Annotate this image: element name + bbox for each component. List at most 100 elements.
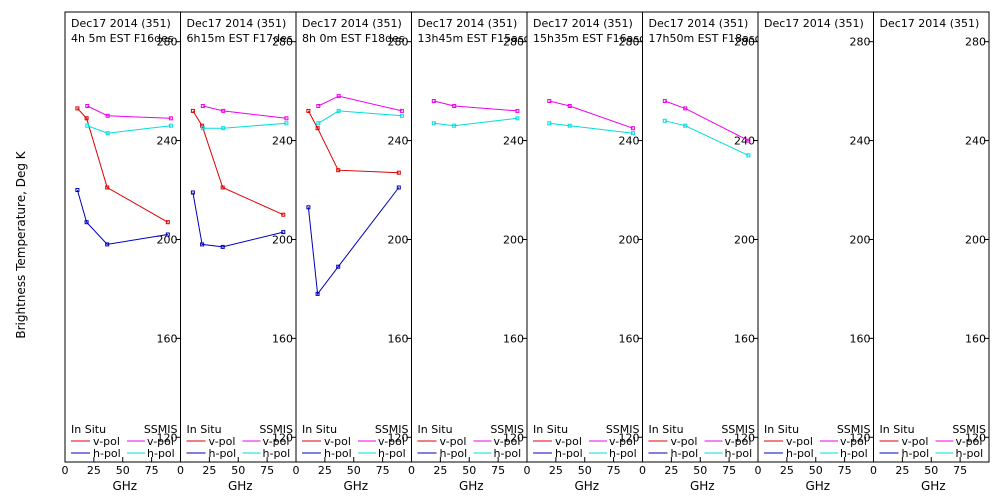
data-point-insitu_h [165,232,170,237]
data-point-ssmis_v [336,94,341,99]
data-point-ssmis_v [85,104,90,108]
x-axis-label: GHz [112,479,137,493]
x-tick-label: 75 [953,464,967,477]
x-tick-label: 50 [347,464,361,477]
x-tick-label: 75 [376,464,390,477]
x-tick-label: 50 [578,464,592,477]
legend-ssmis-v-label: v-pol [609,435,636,448]
series-line-ssmis_v [318,95,403,112]
y-tick-label: 240 [850,135,871,148]
y-tick-label: 200 [503,233,524,246]
data-point-insitu_v [220,185,225,190]
legend-ssmis-v-label: v-pol [494,435,521,448]
legend-insitu-v-label: v-pol [786,435,813,448]
y-tick-label: 160 [388,332,409,345]
chart-panel-5: Dec17 2014 (351) 15h35m EST F16asc 120 160 2… [524,11,645,493]
legend-ssmis-h-label: h-pol [263,447,291,460]
x-axis-label: GHz [228,479,253,493]
y-tick-label: 280 [503,36,524,49]
data-point-ssmis_v [431,99,436,103]
legend-insitu-v-label: v-pol [209,435,236,448]
legend-insitu-title: In Situ [302,423,337,436]
y-tick-label: 240 [965,135,986,148]
x-tick-label: 0 [293,464,300,477]
y-tick-label: 160 [272,332,293,345]
x-tick-label: 25 [664,464,678,477]
y-tick-label: 200 [965,233,986,246]
y-tick-label: 200 [388,233,409,246]
data-point-insitu_h [396,185,401,190]
data-point-insitu_h [105,242,110,247]
panel-titles: Dec17 2014 (351) 6h15m EST F17des [187,17,293,45]
panel-titles: Dec17 2014 (351) 8h 0m EST F18des [302,17,405,45]
legend-insitu-h-label: h-pol [93,447,121,460]
data-point-insitu_v [75,106,80,111]
legend-ssmis-h-label: h-pol [147,447,175,460]
legend-ssmis-title: SSMIS [837,423,871,436]
series-line-insitu_h [192,192,284,248]
legend-insitu-title: In Situ [649,423,684,436]
y-tick-label: 240 [157,135,178,148]
panel-title: Dec17 2014 (351) [533,17,633,30]
x-tick-label: 0 [177,464,184,477]
chart-panel-8: Dec17 2014 (351) 120 160 200 240 280 0 25 50 75 GH… [870,11,990,493]
data-point-ssmis_v [515,108,520,113]
data-point-ssmis_h [630,131,635,136]
panel-title: Dec17 2014 (351) [880,17,980,30]
data-point-insitu_v [306,108,311,113]
data-point-insitu_v [105,185,110,190]
y-tick-label: 120 [734,431,755,444]
panel-subtitle: 15h35m EST F16asc [533,32,645,45]
data-point-ssmis_h [284,121,289,126]
legend-insitu-title: In Situ [880,423,915,436]
series-line-ssmis_v [87,105,171,119]
x-tick-label: 25 [202,464,216,477]
data-point-ssmis_v [662,99,667,103]
y-tick-label: 240 [388,135,409,148]
legend-ssmis-title: SSMIS [721,423,755,436]
data-point-ssmis_v [746,138,751,143]
panel-titles: Dec17 2014 (351) 13h45m EST F15asc [418,17,528,45]
legend-ssmis-h-label: h-pol [494,447,522,460]
data-point-ssmis_v [221,108,226,113]
data-point-ssmis_h [221,126,226,131]
legend-ssmis-h-label: h-pol [956,447,984,460]
data-point-insitu_v [336,168,341,173]
legend-insitu-v-label: v-pol [324,435,351,448]
panel-titles: Dec17 2014 (351) [880,17,980,30]
panel-titles: Dec17 2014 (351) [764,17,864,30]
legend-insitu-h-label: h-pol [324,447,352,460]
x-tick-label: 25 [895,464,909,477]
series-line-insitu_h [76,189,168,245]
data-point-insitu_h [306,205,311,210]
y-tick-label: 280 [734,36,755,49]
legend-insitu-v-label: v-pol [671,435,698,448]
data-point-insitu_h [190,190,195,195]
panel-subtitle: 6h15m EST F17des [187,32,293,45]
data-point-ssmis_h [336,108,341,113]
x-tick-label: 75 [607,464,621,477]
legend-ssmis-title: SSMIS [259,423,293,436]
series-line-ssmis_v [433,100,518,112]
panel-title: Dec17 2014 (351) [418,17,518,30]
series-line-insitu_h [307,187,400,296]
data-point-ssmis_v [200,104,205,108]
y-tick-label: 200 [619,233,640,246]
series-line-ssmis_v [549,100,634,129]
y-tick-label: 240 [503,135,524,148]
chart-panel-1: Dec17 2014 (351) 4h 5m EST F16des 120 160 20… [62,11,181,493]
data-point-ssmis_h [399,113,404,118]
panel-titles: Dec17 2014 (351) 15h35m EST F16asc [533,17,645,45]
data-point-ssmis_v [547,99,552,103]
legend-ssmis-title: SSMIS [144,423,178,436]
data-point-ssmis_v [683,106,688,111]
data-point-ssmis_h [200,126,205,131]
y-tick-label: 280 [850,36,871,49]
series-line-insitu_v [77,108,169,223]
x-axis-label: GHz [805,479,830,493]
x-tick-label: 25 [549,464,563,477]
y-tick-label: 120 [965,431,986,444]
y-tick-label: 240 [272,135,293,148]
legend-ssmis-h-label: h-pol [378,447,406,460]
legend-ssmis-v-label: v-pol [263,435,290,448]
